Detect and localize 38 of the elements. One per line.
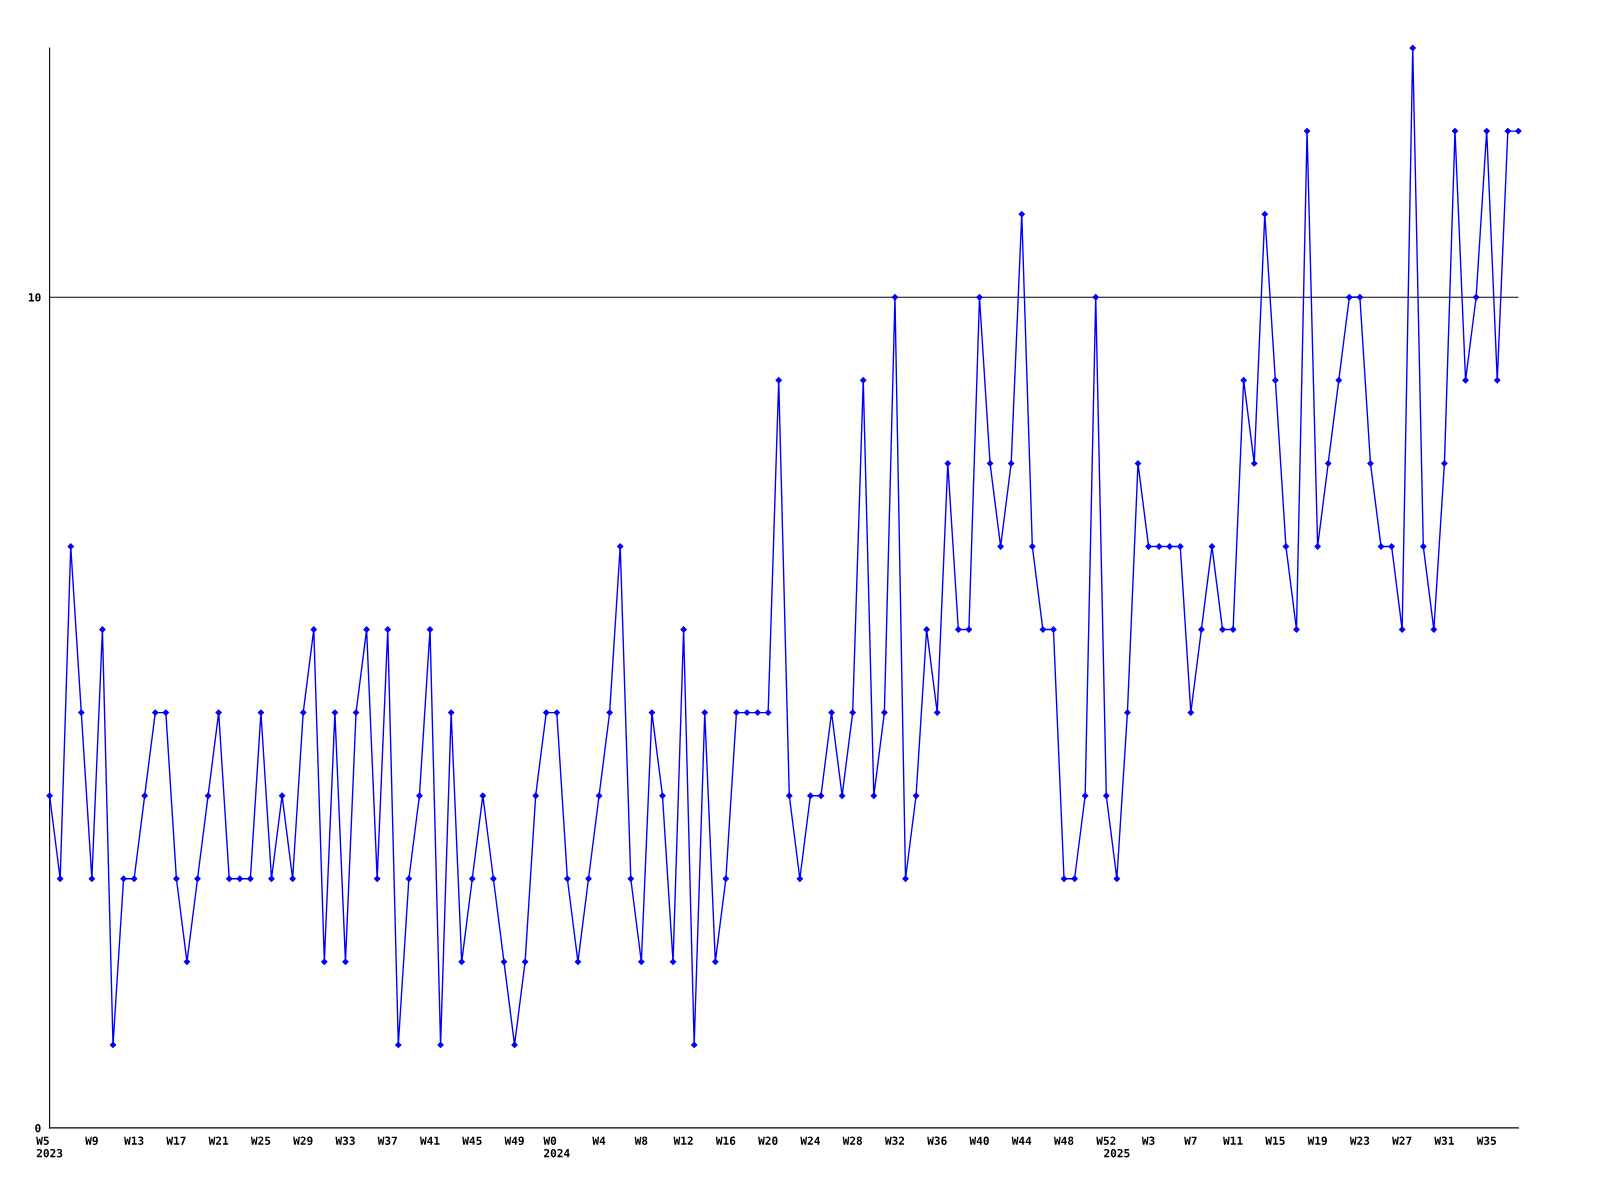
x-tick-label: W28 <box>842 1136 863 1145</box>
x-tick-label: W48 <box>1053 1136 1074 1145</box>
x-tick-label: W12 <box>673 1136 693 1145</box>
x-tick-label: W36 <box>927 1136 947 1145</box>
x-tick-label: W23 <box>1349 1136 1370 1145</box>
x-tick-label: W21 <box>208 1136 229 1145</box>
y-tick-label: 0 <box>35 1123 41 1133</box>
x-tick-label: W29 <box>293 1136 313 1145</box>
x-tick-label: W16 <box>715 1136 736 1145</box>
x-tick-label: W52 <box>1096 1136 1116 1145</box>
x-tick-label: W33 <box>335 1136 355 1145</box>
x-tick-label: W44 <box>1011 1136 1032 1145</box>
x-tick-label: W11 <box>1223 1136 1243 1145</box>
x-tick-label: W24 <box>800 1136 820 1145</box>
x-tick-label: W31 <box>1434 1136 1454 1145</box>
x-tick-label: W45 <box>462 1136 482 1145</box>
x-tick-label: W3 <box>1141 1136 1155 1145</box>
x-tick-label: W5 2023 <box>36 1136 63 1158</box>
x-tick-label: W49 <box>504 1136 524 1145</box>
x-tick-label: W0 2024 <box>543 1136 570 1158</box>
x-tick-label: 2025 <box>1104 1148 1130 1158</box>
x-tick-label: W25 <box>250 1136 271 1145</box>
x-tick-label: W41 <box>419 1136 440 1145</box>
y-tick-label: 10 <box>28 293 41 302</box>
x-tick-label: W7 <box>1184 1136 1197 1145</box>
x-tick-label: W20 <box>758 1136 778 1145</box>
x-tick-label: W15 <box>1265 1136 1285 1145</box>
x-tick-label: W17 <box>166 1136 186 1145</box>
x-tick-label: W32 <box>884 1136 905 1145</box>
x-tick-label: W8 <box>634 1136 648 1145</box>
x-tick-label: W9 <box>85 1136 98 1145</box>
x-tick-label: W40 <box>969 1136 989 1145</box>
x-tick-label: W37 <box>377 1136 397 1145</box>
x-tick-label: W4 <box>592 1136 606 1145</box>
x-tick-label: W35 <box>1476 1136 1496 1145</box>
x-tick-label: W27 <box>1392 1136 1412 1145</box>
x-tick-label: W19 <box>1307 1136 1327 1145</box>
x-tick-label: W13 <box>124 1136 144 1145</box>
